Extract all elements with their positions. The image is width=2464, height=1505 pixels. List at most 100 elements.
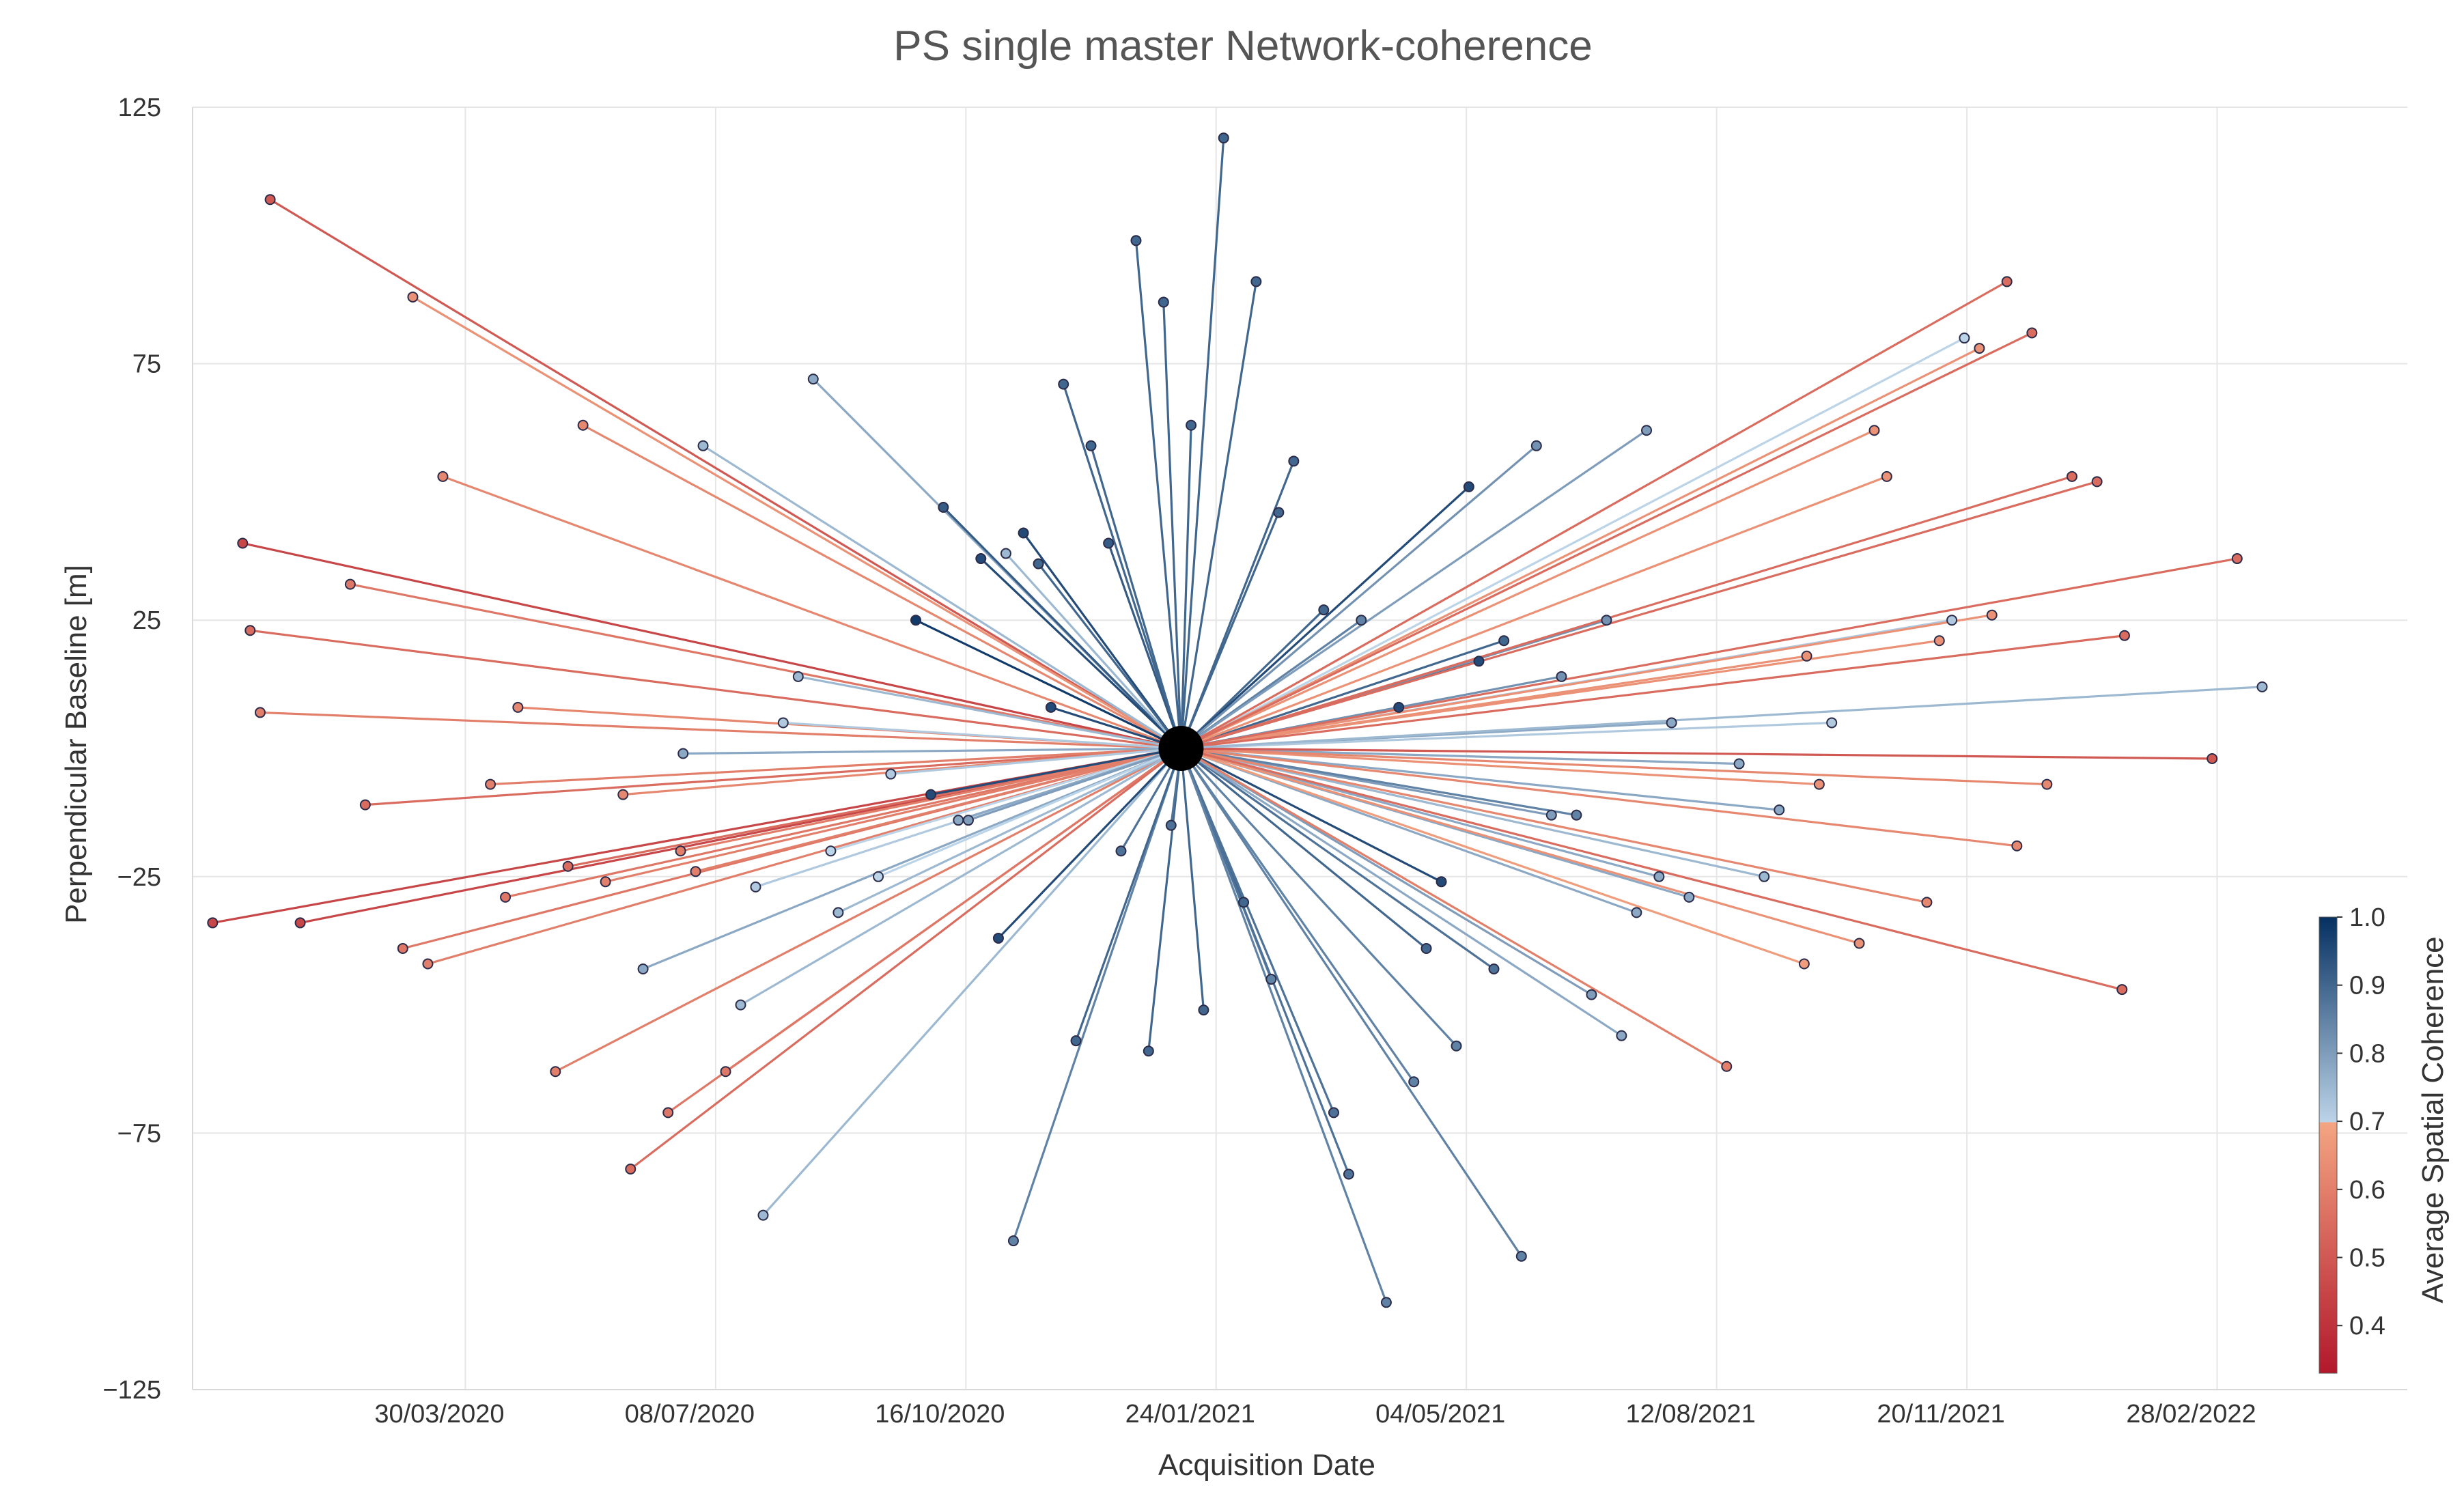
baseline-line <box>1050 706 1181 750</box>
data-point <box>992 932 1004 944</box>
data-point <box>735 999 746 1011</box>
data-point <box>910 615 922 626</box>
data-point <box>1165 819 1177 831</box>
data-point <box>1070 1035 1082 1047</box>
data-point <box>1018 527 1029 539</box>
data-point <box>1007 1235 1019 1247</box>
data-point <box>675 845 686 857</box>
baseline-line <box>1180 747 1427 950</box>
x-tick-label: 04/05/2021 <box>1375 1400 1505 1429</box>
data-point <box>2041 778 2053 790</box>
baseline-line <box>642 747 1182 970</box>
data-point <box>1265 974 1277 985</box>
baseline-line <box>1181 747 1927 903</box>
data-point <box>750 881 761 892</box>
baseline-line <box>878 747 1182 878</box>
data-point <box>550 1066 561 1078</box>
baseline-line <box>1180 429 1875 750</box>
data-point <box>500 891 512 903</box>
baseline-line <box>1134 240 1183 749</box>
baseline-line <box>242 541 1181 750</box>
baseline-line <box>505 747 1181 899</box>
data-point <box>1974 343 1985 354</box>
baseline-line <box>1181 634 2125 750</box>
colorbar: 1.0 0.9 0.8 0.7 0.6 0.5 0.4 Average Spatial Co… <box>2319 903 2450 1374</box>
data-point <box>1273 507 1285 518</box>
baseline-line <box>1181 614 1992 750</box>
y-tick-label: −75 <box>117 1119 161 1148</box>
data-point <box>697 440 709 451</box>
baseline-line <box>740 747 1182 1006</box>
data-point <box>2091 476 2103 488</box>
y-tick-label: 75 <box>132 350 161 379</box>
baseline-line <box>1181 686 2263 750</box>
baseline-line <box>1179 281 1257 749</box>
data-point <box>1631 907 1642 918</box>
data-point <box>1238 897 1250 908</box>
data-point <box>1318 604 1330 616</box>
data-point <box>512 701 524 713</box>
data-point <box>1085 440 1097 451</box>
baseline-line <box>1180 281 2008 750</box>
baseline-line <box>1075 748 1182 1041</box>
data-point <box>757 1209 769 1221</box>
x-tick-label: 24/01/2021 <box>1125 1400 1255 1429</box>
data-point <box>254 707 266 718</box>
baseline-line <box>1180 475 1888 750</box>
data-point <box>617 789 629 800</box>
baseline-line <box>1180 747 1495 970</box>
data-point <box>1586 989 1597 1000</box>
baseline-line <box>490 747 1181 786</box>
baseline-line <box>1180 332 2033 750</box>
y-axis-title: Perpendicular Baseline [m] <box>59 565 93 924</box>
data-point <box>1045 701 1056 713</box>
baseline-line <box>412 296 1182 750</box>
baseline-line <box>1147 748 1183 1052</box>
data-point <box>938 501 949 513</box>
baseline-line <box>695 747 1181 873</box>
master-acquisition-point <box>1158 726 1204 771</box>
data-point <box>885 768 897 780</box>
data-point <box>637 964 649 975</box>
baseline-line <box>1180 747 1623 1037</box>
data-point <box>1356 615 1367 626</box>
baseline-line <box>1181 747 1765 878</box>
baseline-line <box>1180 747 1860 944</box>
y-tick-label: 125 <box>118 94 161 122</box>
baseline-line <box>1179 137 1225 749</box>
data-point <box>485 778 496 790</box>
data-point <box>1115 845 1127 857</box>
x-tick-label: 28/02/2022 <box>2126 1400 2256 1429</box>
baseline-line <box>582 424 1182 750</box>
data-point <box>1921 897 1933 908</box>
data-point <box>1774 804 1785 816</box>
x-tick-label: 20/11/2021 <box>1877 1400 2004 1429</box>
data-point <box>2116 984 2128 996</box>
baseline-line <box>1022 532 1182 749</box>
data-point <box>975 553 987 565</box>
baseline-line <box>783 721 1181 750</box>
data-point <box>407 291 419 303</box>
data-point <box>1436 876 1447 888</box>
data-point <box>1798 958 1810 970</box>
baseline-line <box>1180 337 1965 750</box>
data-point <box>1959 333 1970 344</box>
chart-title: PS single master Network-coherence <box>893 23 1592 70</box>
data-point <box>1826 717 1838 729</box>
baseline-line <box>555 747 1182 1073</box>
data-point <box>792 671 804 682</box>
baseline-line <box>725 747 1182 1073</box>
colorbar-tick-label: 0.6 <box>2349 1176 2385 1205</box>
baseline-line <box>1181 747 2123 991</box>
data-point <box>1186 419 1197 431</box>
data-point <box>1380 1297 1392 1308</box>
baseline-line <box>1107 542 1182 749</box>
x-tick-label: 08/07/2020 <box>625 1400 755 1429</box>
data-point <box>294 917 306 929</box>
data-point <box>1641 425 1653 436</box>
baseline-line <box>891 747 1181 776</box>
baseline-line <box>1180 748 1523 1257</box>
baseline-line <box>1089 445 1182 749</box>
data-point <box>1343 1168 1354 1180</box>
baseline-line <box>1181 747 2047 786</box>
